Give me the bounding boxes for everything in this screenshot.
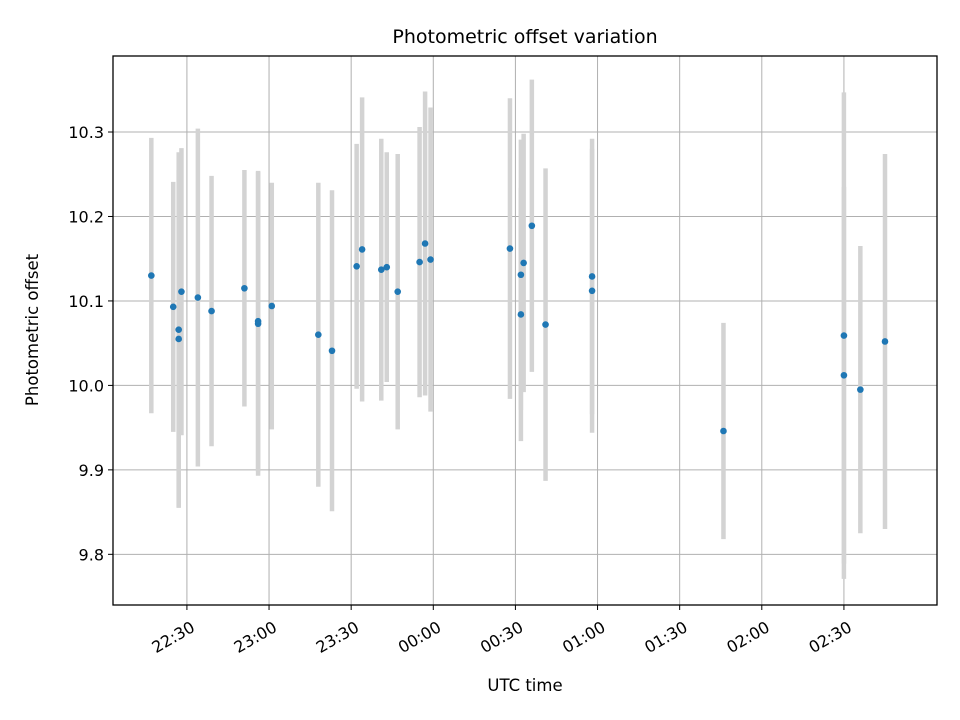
data-point (194, 294, 202, 301)
data-point (175, 335, 183, 343)
data-point (416, 258, 423, 266)
data-point (328, 347, 336, 355)
data-point (377, 266, 385, 273)
data-point (857, 386, 864, 393)
data-point (427, 256, 434, 263)
data-point (506, 245, 514, 252)
data-point (353, 263, 360, 270)
data-point (840, 332, 848, 339)
data-point (268, 302, 276, 310)
data-point (542, 321, 549, 328)
data-point (720, 427, 727, 435)
data-point (358, 246, 366, 253)
y-tick-label: 9.8 (79, 545, 104, 564)
data-point (175, 326, 183, 333)
data-point (169, 303, 177, 311)
y-tick-label: 10.0 (68, 376, 104, 395)
data-points (148, 222, 889, 435)
data-point (148, 272, 155, 279)
data-point (241, 284, 248, 292)
data-point (383, 263, 391, 271)
data-point (840, 371, 848, 379)
y-tick-label: 10.3 (68, 123, 104, 142)
data-point (254, 317, 262, 325)
data-point (421, 240, 429, 247)
y-axis-label: Photometric offset (23, 253, 42, 406)
data-point (588, 273, 596, 280)
y-tick-label: 9.9 (79, 461, 104, 480)
data-point (528, 222, 536, 230)
data-point (517, 311, 525, 318)
data-point (178, 288, 185, 295)
data-point (315, 331, 322, 339)
y-tick-label: 10.2 (68, 207, 104, 226)
data-point (517, 271, 525, 279)
data-point (588, 287, 596, 295)
data-point (520, 259, 527, 267)
data-point (394, 288, 402, 295)
y-tick-label: 10.1 (68, 292, 104, 311)
data-point (881, 338, 889, 345)
chart-title: Photometric offset variation (392, 26, 657, 48)
y-axis: 9.8 9.9 10.0 10.1 10.2 10.3 (68, 123, 113, 564)
x-axis-label: UTC time (487, 676, 562, 695)
plot-area-frame (112, 55, 938, 606)
data-point (208, 307, 215, 315)
